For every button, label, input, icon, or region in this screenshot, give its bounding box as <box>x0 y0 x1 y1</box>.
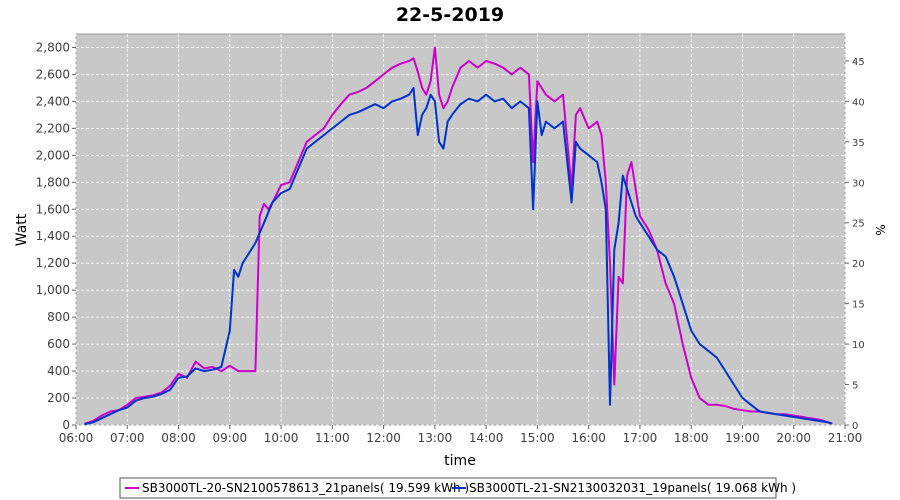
plot-area <box>75 33 846 426</box>
y2-tick-label: 40 <box>852 97 865 108</box>
y2-tick-label: 30 <box>852 178 865 189</box>
y2-axis-ticks: 0 5 10 15 20 25 30 35 40 45 <box>845 57 865 432</box>
x-tick-label: 12:00 <box>366 431 401 445</box>
x-tick-label: 19:00 <box>725 431 760 445</box>
y-tick-label: 1,400 <box>36 229 70 243</box>
y-axis-ticks: 0 200 400 600 800 1,000 1,200 1,400 1,600 1,800 2,… <box>36 40 76 432</box>
grid <box>75 34 846 426</box>
x-tick-label: 06:00 <box>59 431 94 445</box>
legend-entry-1: SB3000TL-21-SN2130032031_19panels( 19.06… <box>469 481 796 495</box>
x-tick-label: 07:00 <box>110 431 145 445</box>
x-tick-label: 20:00 <box>776 431 811 445</box>
y2-tick-label: 10 <box>852 340 865 351</box>
y2-tick-label: 20 <box>852 259 865 270</box>
y-tick-label: 1,600 <box>36 202 70 216</box>
y2-axis-label: % <box>873 224 887 235</box>
y2-tick-label: 5 <box>852 381 858 392</box>
y-tick-label: 0 <box>62 418 70 432</box>
chart-title: 22-5-2019 <box>396 4 504 26</box>
y-tick-label: 1,800 <box>36 175 70 189</box>
x-tick-label: 21:00 <box>828 431 863 445</box>
x-tick-label: 14:00 <box>469 431 504 445</box>
x-tick-label: 11:00 <box>315 431 350 445</box>
legend: SB3000TL-20-SN2100578613_21panels( 19.59… <box>119 477 796 499</box>
series-line-1 <box>84 86 833 426</box>
y-tick-label: 2,800 <box>36 40 70 54</box>
x-tick-label: 16:00 <box>571 431 606 445</box>
y-tick-label: 2,200 <box>36 121 70 135</box>
y-tick-label: 400 <box>47 364 70 378</box>
y2-tick-label: 15 <box>852 300 865 311</box>
y-tick-label: 200 <box>47 391 70 405</box>
y-tick-label: 2,400 <box>36 94 70 108</box>
y2-tick-label: 0 <box>852 421 858 432</box>
y2-tick-label: 45 <box>852 57 865 68</box>
x-tick-label: 10:00 <box>264 431 299 445</box>
y-tick-label: 800 <box>47 310 70 324</box>
y-axis-label: Watt <box>14 213 30 246</box>
y-tick-label: 1,000 <box>36 283 70 297</box>
series-layer <box>84 46 833 426</box>
y-tick-label: 2,000 <box>36 148 70 162</box>
x-tick-label: 17:00 <box>623 431 658 445</box>
x-axis-label: time <box>444 453 476 469</box>
x-tick-label: 08:00 <box>161 431 196 445</box>
y2-tick-label: 35 <box>852 138 865 149</box>
y-tick-label: 2,600 <box>36 67 70 81</box>
series-line-0 <box>84 46 833 425</box>
y2-tick-label: 25 <box>852 219 865 230</box>
x-tick-label: 13:00 <box>418 431 453 445</box>
x-tick-label: 18:00 <box>674 431 709 445</box>
y-tick-label: 1,200 <box>36 256 70 270</box>
x-tick-label: 15:00 <box>520 431 555 445</box>
legend-entry-0: SB3000TL-20-SN2100578613_21panels( 19.59… <box>142 481 469 495</box>
legend-box <box>119 477 777 499</box>
y-tick-label: 600 <box>47 337 70 351</box>
x-tick-label: 09:00 <box>213 431 248 445</box>
x-axis-ticks: 06:00 07:00 08:00 09:00 10:00 11:00 12:00 13:00… <box>59 425 863 445</box>
